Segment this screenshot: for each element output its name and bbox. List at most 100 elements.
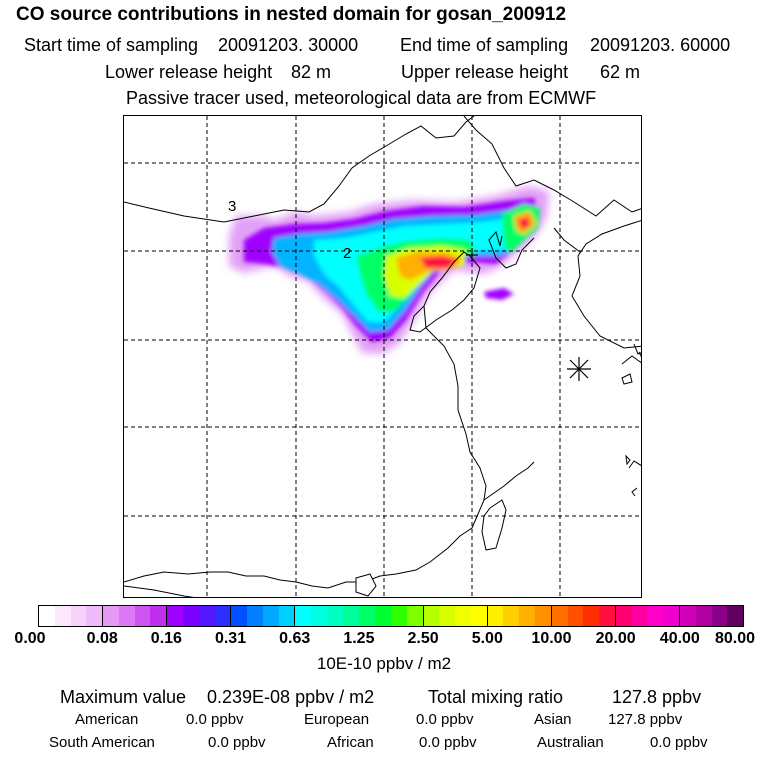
region-name: African [327,734,374,751]
colorbar-swatch [295,606,312,626]
colorbar-tick-label: 0.31 [214,630,247,647]
max-value-label: Maximum value [60,687,187,707]
colorbar-swatch [663,606,679,626]
colorbar-swatch [503,606,520,626]
map-panel: 3 2 [123,115,642,598]
region-value: 0.0 ppbv [419,734,477,751]
colorbar-swatch [247,606,263,626]
colorbar-tick-label: 5.00 [471,630,503,647]
region-name: South American [49,734,155,751]
colorbar-swatch [647,606,664,626]
max-value: 0.239E-08 ppbv / m2 [207,687,375,707]
colorbar-segment [615,606,680,626]
colorbar-tick-label: 0.00 [14,630,46,647]
colorbar-tick-label: 10.00 [531,630,572,647]
region-name: American [75,711,139,728]
japan-islands [621,343,641,466]
start-time-label: Start time of sampling [24,35,199,55]
colorbar-swatch [439,606,456,626]
colorbar-tick-label: 0.08 [86,630,118,647]
colorbar-segment [487,606,552,626]
concentration-plume [229,186,549,354]
colorbar-tick-label: 1.25 [343,630,375,647]
colorbar-swatch [406,606,423,626]
tracer-note: Passive tracer used, meteorological data… [126,88,597,108]
colorbar [38,605,744,627]
lower-height-value: 82 m [291,62,332,82]
colorbar-segment [679,606,744,626]
region-name: European [304,711,370,728]
colorbar-swatch [599,606,615,626]
region-value: 0.0 ppbv [186,711,244,728]
colorbar-swatch [535,606,551,626]
colorbar-swatch [134,606,151,626]
colorbar-swatch [182,606,199,626]
coastlines [124,116,641,597]
colorbar-swatch [54,606,71,626]
colorbar-swatch [103,606,119,626]
colorbar-swatch [711,606,728,626]
total-mixing-label: Total mixing ratio [428,687,564,707]
colorbar-swatch [615,606,632,626]
region-value: 0.0 ppbv [208,734,266,751]
total-mixing-value: 127.8 ppbv [612,687,702,707]
colorbar-swatch [679,606,696,626]
upper-height-value: 62 m [600,62,641,82]
colorbar-segment [295,606,360,626]
region-name: Asian [534,711,572,728]
contour-label-3: 3 [228,198,236,215]
colorbar-swatch [262,606,279,626]
colorbar-swatch [551,606,568,626]
lower-height-label: Lower release height [105,62,273,82]
colorbar-swatch [727,606,744,626]
upper-height-label: Upper release height [401,62,569,82]
region-value: 0.0 ppbv [416,711,474,728]
map-svg: 3 2 [124,116,641,597]
region-value: 127.8 ppbv [608,711,683,728]
colorbar-swatch [519,606,535,626]
colorbar-tick-label: 80.00 [714,630,756,647]
colorbar-swatch [278,606,295,626]
colorbar-swatch [391,606,407,626]
colorbar-segment [359,606,424,626]
colorbar-swatch [359,606,376,626]
source-marker-icon [466,248,478,262]
colorbar-swatch [567,606,584,626]
colorbar-segment [551,606,616,626]
colorbar-swatch [695,606,712,626]
figure-title: CO source contributions in nested domain… [16,4,567,25]
colorbar-segment [231,606,296,626]
region-value: 0.0 ppbv [650,734,708,751]
colorbar-swatch [631,606,648,626]
asterisk-icon [567,357,591,381]
contour-label-2: 2 [343,245,351,262]
region-name: Australian [537,734,604,751]
end-time-label: End time of sampling [400,35,569,55]
colorbar-segment [167,606,232,626]
colorbar-tick-label: 40.00 [659,630,700,647]
colorbar-swatch [487,606,504,626]
colorbar-swatch [311,606,327,626]
graticule [124,116,641,597]
colorbar-swatch [231,606,248,626]
colorbar-segment [39,606,104,626]
colorbar-swatch [150,606,167,626]
colorbar-swatch [342,606,359,626]
colorbar-segment [103,606,168,626]
colorbar-swatch [198,606,215,626]
colorbar-swatch [455,606,471,626]
end-time-value: 20091203. 60000 [590,35,731,55]
taiwan-outline [481,499,507,551]
colorbar-swatch [583,606,600,626]
colorbar-swatch [214,606,231,626]
colorbar-tick-label: 0.16 [150,630,182,647]
colorbar-swatch [86,606,103,626]
start-time-value: 20091203. 30000 [218,35,359,55]
colorbar-swatch [118,606,135,626]
colorbar-unit: 10E-10 ppbv / m2 [316,654,452,673]
colorbar-tick-label: 20.00 [595,630,636,647]
colorbar-swatch [423,606,440,626]
colorbar-swatch [326,606,343,626]
colorbar-swatch [167,606,183,626]
hainan-outline [355,573,377,597]
